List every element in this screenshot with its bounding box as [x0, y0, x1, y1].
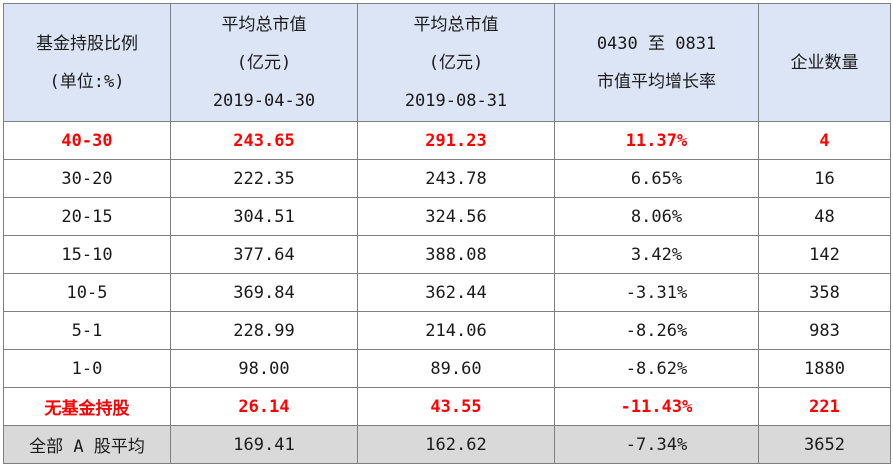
avg-cap-0430-cell: 26.14: [170, 387, 358, 426]
header-line: 市值平均增长率: [597, 71, 716, 92]
fund-ratio-cell: 无基金持股: [3, 387, 171, 426]
growth-rate-cell: 8.06%: [554, 197, 759, 236]
avg-cap-0831-cell: 243.78: [357, 159, 555, 198]
header-line: 0430 至 0831: [596, 33, 717, 54]
avg-cap-0430-cell: 369.84: [170, 273, 358, 312]
header-fund-ratio: 基金持股比例 (单位:%): [3, 3, 171, 122]
growth-rate-cell: -11.43%: [554, 387, 759, 426]
table-row: 15-10 377.64 388.08 3.42% 142: [3, 235, 891, 274]
table-row: 10-5 369.84 362.44 -3.31% 358: [3, 273, 891, 312]
avg-cap-0831-cell: 162.62: [357, 425, 555, 464]
header-row: 基金持股比例 (单位:%) 平均总市值 (亿元) 2019-04-30 平均总市…: [3, 3, 891, 122]
company-count-cell: 16: [758, 159, 891, 198]
company-count-cell: 142: [758, 235, 891, 274]
header-avg-cap-0430: 平均总市值 (亿元) 2019-04-30: [170, 3, 358, 122]
avg-cap-0430-cell: 222.35: [170, 159, 358, 198]
fund-ratio-cell: 5-1: [3, 311, 171, 350]
header-line: 基金持股比例: [36, 33, 138, 54]
avg-cap-0430-cell: 304.51: [170, 197, 358, 236]
avg-cap-0831-cell: 362.44: [357, 273, 555, 312]
company-count-cell: 3652: [758, 425, 891, 464]
header-line: 2019-04-30: [212, 90, 316, 111]
fund-ratio-cell: 全部 A 股平均: [3, 425, 171, 464]
company-count-cell: 1880: [758, 349, 891, 388]
growth-rate-cell: 3.42%: [554, 235, 759, 274]
header-line: 平均总市值: [413, 14, 499, 35]
header-line: 企业数量: [790, 52, 859, 73]
avg-cap-0430-cell: 377.64: [170, 235, 358, 274]
table-row: 无基金持股 26.14 43.55 -11.43% 221: [3, 387, 891, 426]
growth-rate-cell: -8.62%: [554, 349, 759, 388]
header-line: (亿元): [428, 52, 484, 73]
header-avg-cap-0831: 平均总市值 (亿元) 2019-08-31: [357, 3, 555, 122]
fund-ratio-cell: 1-0: [3, 349, 171, 388]
company-count-cell: 4: [758, 121, 891, 160]
average-row: 全部 A 股平均 169.41 162.62 -7.34% 3652: [3, 425, 891, 464]
fund-holding-table: 基金持股比例 (单位:%) 平均总市值 (亿元) 2019-04-30 平均总市…: [3, 3, 891, 464]
header-line: (单位:%): [49, 71, 125, 92]
avg-cap-0430-cell: 243.65: [170, 121, 358, 160]
company-count-cell: 221: [758, 387, 891, 426]
avg-cap-0831-cell: 89.60: [357, 349, 555, 388]
table-row: 30-20 222.35 243.78 6.65% 16: [3, 159, 891, 198]
header-growth-rate: 0430 至 0831 市值平均增长率: [554, 3, 759, 122]
table-row: 40-30 243.65 291.23 11.37% 4: [3, 121, 891, 160]
avg-cap-0430-cell: 98.00: [170, 349, 358, 388]
avg-cap-0831-cell: 291.23: [357, 121, 555, 160]
header-line: 2019-08-31: [404, 90, 508, 111]
header-line: (亿元): [236, 52, 292, 73]
fund-ratio-cell: 30-20: [3, 159, 171, 198]
growth-rate-cell: -7.34%: [554, 425, 759, 464]
avg-cap-0430-cell: 228.99: [170, 311, 358, 350]
fund-ratio-cell: 15-10: [3, 235, 171, 274]
avg-cap-0430-cell: 169.41: [170, 425, 358, 464]
table-row: 1-0 98.00 89.60 -8.62% 1880: [3, 349, 891, 388]
avg-cap-0831-cell: 43.55: [357, 387, 555, 426]
table-row: 20-15 304.51 324.56 8.06% 48: [3, 197, 891, 236]
company-count-cell: 358: [758, 273, 891, 312]
growth-rate-cell: -8.26%: [554, 311, 759, 350]
header-line: 平均总市值: [221, 14, 307, 35]
fund-ratio-cell: 40-30: [3, 121, 171, 160]
growth-rate-cell: 11.37%: [554, 121, 759, 160]
growth-rate-cell: -3.31%: [554, 273, 759, 312]
company-count-cell: 983: [758, 311, 891, 350]
avg-cap-0831-cell: 324.56: [357, 197, 555, 236]
fund-ratio-cell: 20-15: [3, 197, 171, 236]
table-row: 5-1 228.99 214.06 -8.26% 983: [3, 311, 891, 350]
fund-ratio-cell: 10-5: [3, 273, 171, 312]
avg-cap-0831-cell: 214.06: [357, 311, 555, 350]
growth-rate-cell: 6.65%: [554, 159, 759, 198]
header-company-count: 企业数量: [758, 3, 891, 122]
avg-cap-0831-cell: 388.08: [357, 235, 555, 274]
company-count-cell: 48: [758, 197, 891, 236]
